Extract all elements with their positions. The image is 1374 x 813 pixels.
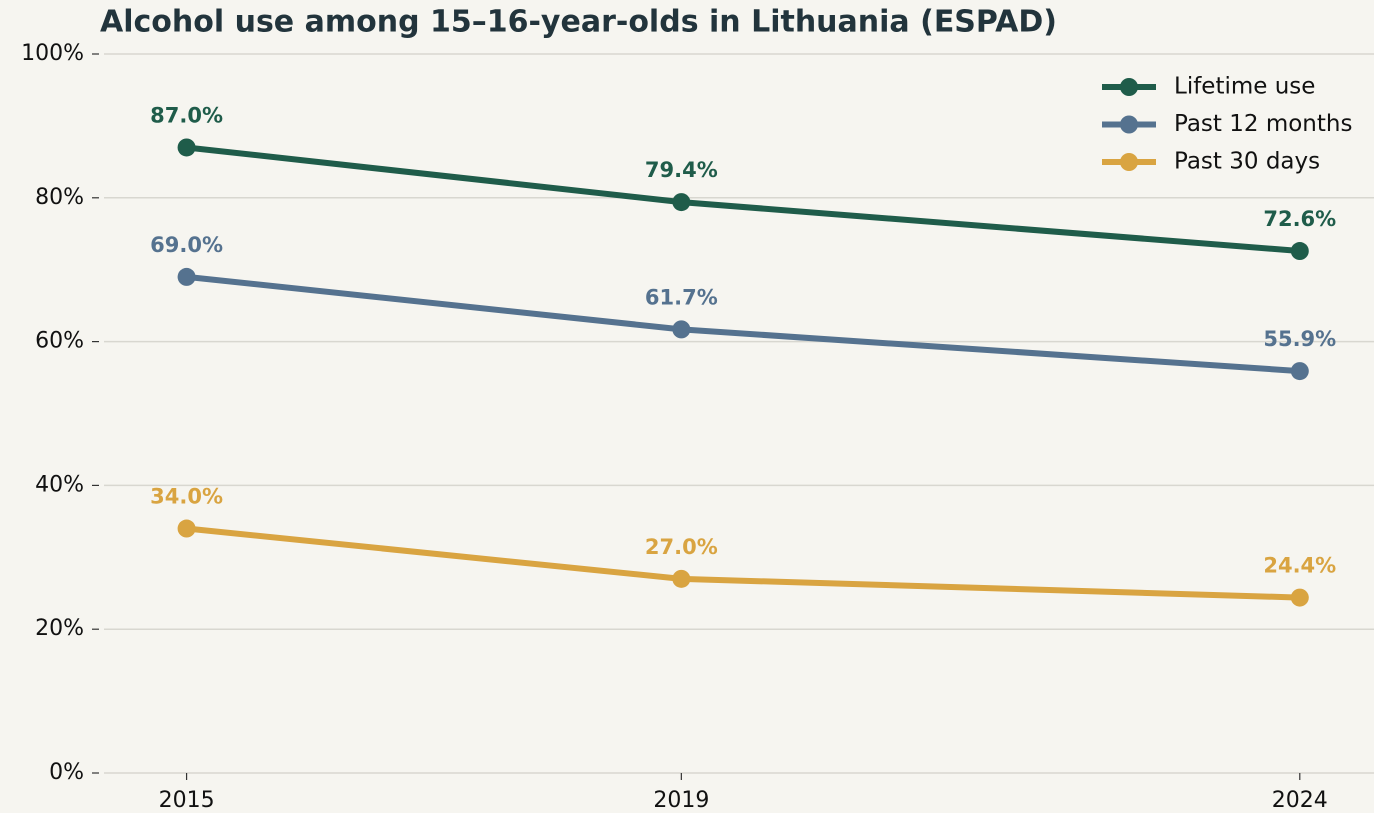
legend-label: Past 12 months: [1174, 111, 1352, 137]
data-point: [177, 138, 196, 157]
x-tick-label: 2024: [1272, 788, 1328, 813]
y-tick-label: 0%: [49, 760, 84, 785]
chart-title: Alcohol use among 15–16-year-olds in Lit…: [100, 5, 1057, 40]
x-tick-label: 2015: [159, 788, 215, 813]
data-label: 87.0%: [150, 103, 223, 127]
x-tick-label: 2019: [653, 788, 709, 813]
data-label: 72.6%: [1263, 207, 1336, 231]
data-point: [672, 193, 691, 212]
data-label: 79.4%: [645, 158, 718, 182]
y-tick-label: 60%: [35, 329, 84, 354]
data-point: [672, 320, 691, 339]
data-label: 55.9%: [1263, 327, 1336, 351]
data-point: [177, 267, 196, 286]
legend-marker: [1120, 153, 1138, 171]
legend-marker: [1120, 115, 1138, 134]
data-point: [177, 519, 196, 538]
data-label: 69.0%: [150, 233, 223, 257]
y-tick-label: 80%: [35, 185, 84, 210]
data-point: [672, 569, 691, 588]
data-point: [1290, 588, 1309, 607]
legend-label: Past 30 days: [1174, 149, 1320, 175]
data-label: 34.0%: [150, 485, 223, 509]
y-tick-label: 40%: [35, 472, 84, 497]
data-label: 61.7%: [645, 285, 718, 309]
data-label: 24.4%: [1263, 554, 1336, 578]
data-label: 27.0%: [645, 535, 718, 559]
data-point: [1290, 242, 1309, 261]
y-tick-label: 20%: [35, 616, 84, 641]
y-tick-label: 100%: [21, 41, 84, 66]
data-point: [1290, 362, 1309, 381]
legend-label: Lifetime use: [1174, 74, 1315, 100]
legend-marker: [1120, 78, 1138, 96]
